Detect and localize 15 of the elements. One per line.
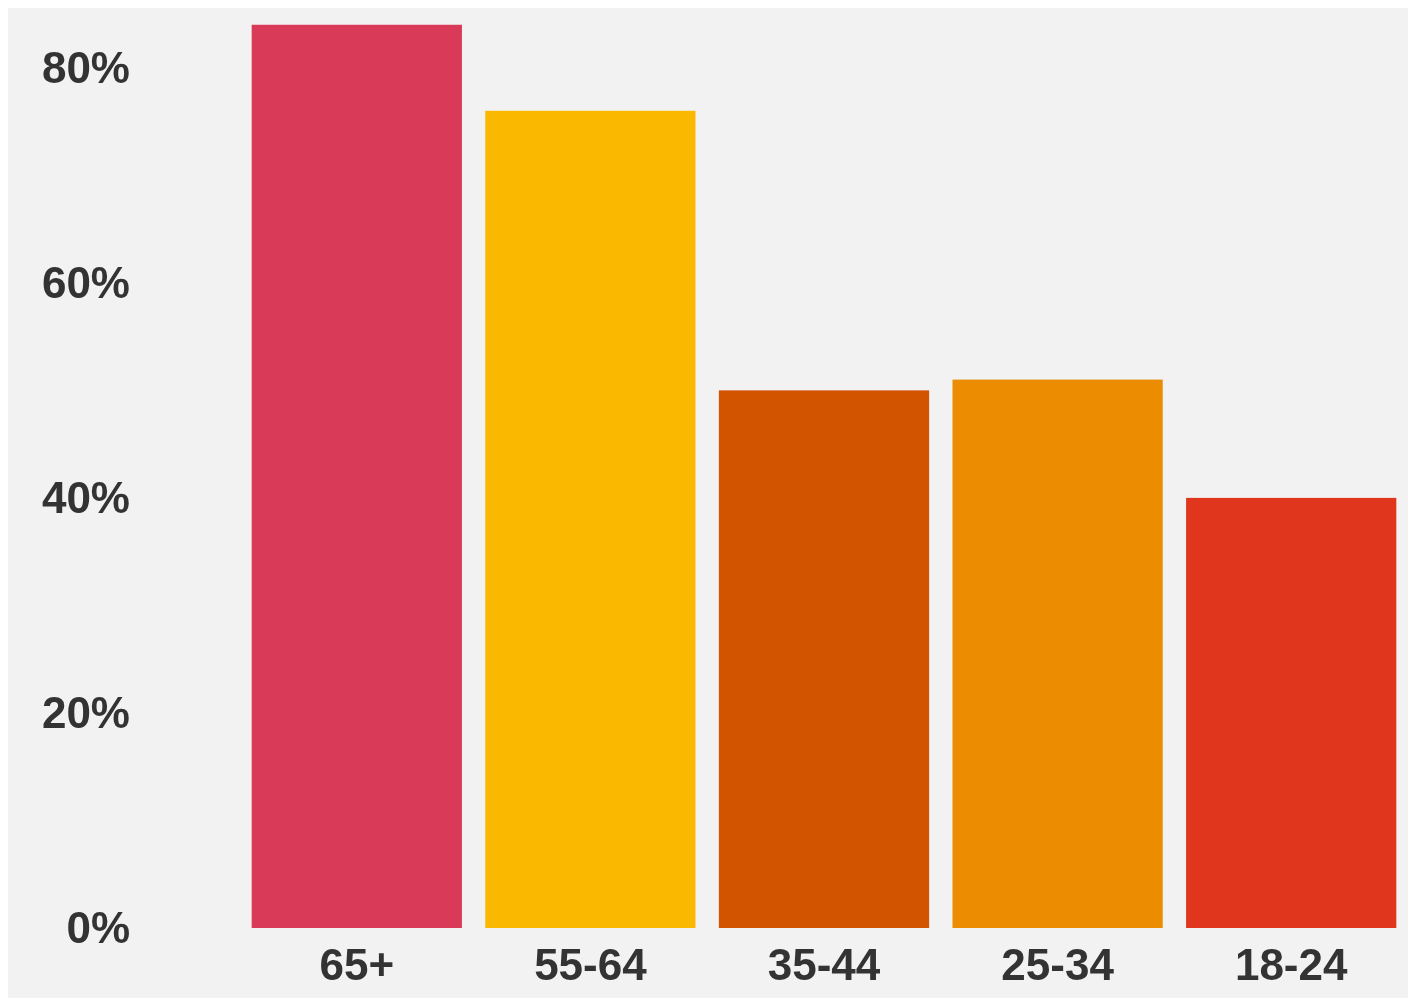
x-tick-label: 25-34 bbox=[1001, 940, 1115, 989]
y-tick-label: 0% bbox=[66, 903, 130, 953]
bar bbox=[251, 24, 462, 928]
y-tick-label: 80% bbox=[41, 43, 130, 93]
bar bbox=[485, 110, 696, 928]
bar bbox=[1186, 497, 1397, 928]
y-tick-label: 20% bbox=[41, 688, 130, 738]
y-tick-label: 60% bbox=[41, 258, 130, 308]
x-tick-label: 55-64 bbox=[534, 940, 648, 989]
x-tick-label: 18-24 bbox=[1234, 940, 1348, 989]
y-tick-label: 40% bbox=[41, 473, 130, 523]
x-tick-label: 35-44 bbox=[767, 940, 881, 989]
bar bbox=[718, 390, 930, 928]
x-tick-label: 65+ bbox=[319, 940, 395, 989]
bar bbox=[952, 379, 1163, 928]
